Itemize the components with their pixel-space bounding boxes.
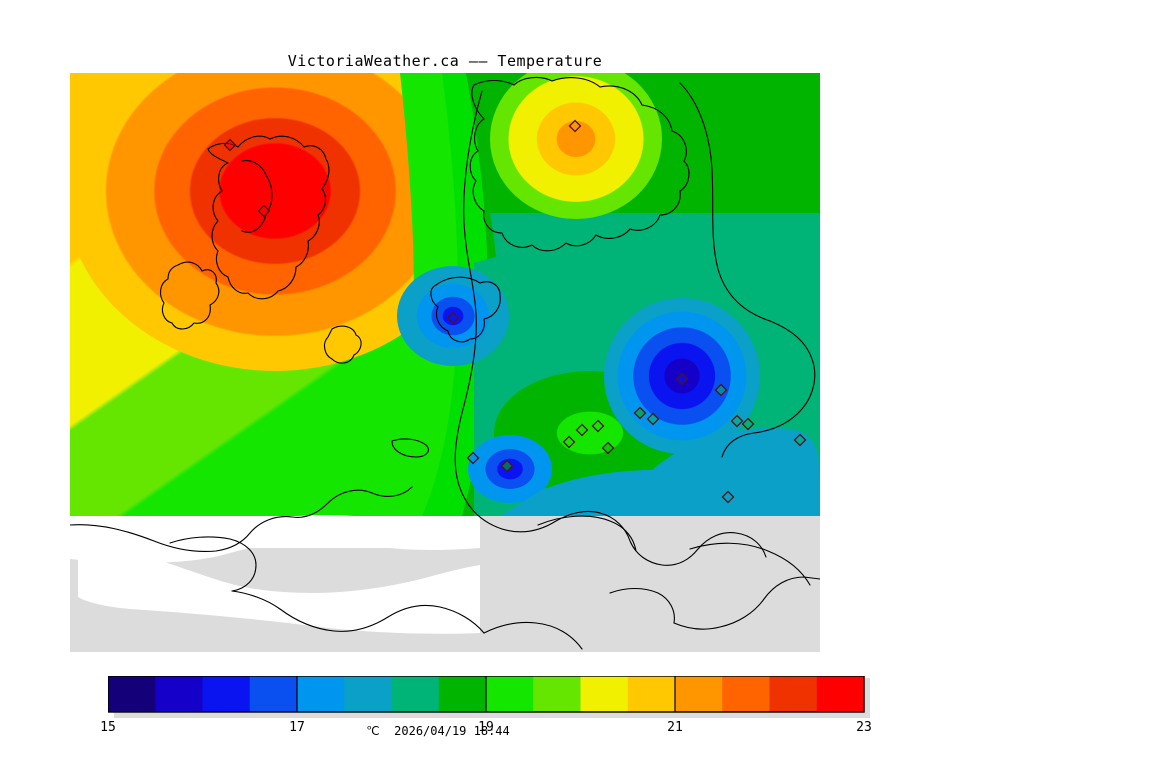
mainland-east-coast (679, 82, 816, 458)
tiny-island-coast (391, 438, 429, 458)
colorbar-band (627, 676, 676, 712)
colorbar-canvas (108, 676, 870, 718)
station-marker[interactable] (446, 311, 460, 325)
contour-nw-hot-core (70, 73, 485, 371)
colorbar-band (580, 676, 629, 712)
station-marker[interactable] (568, 119, 582, 133)
station-marker[interactable] (575, 423, 589, 437)
colorbar-band (297, 676, 345, 712)
colorbar-band (391, 676, 440, 712)
mainland-west-coast (454, 90, 503, 530)
inland-lake-coast (323, 325, 362, 364)
station-marker[interactable] (741, 417, 755, 431)
colorbar-tick-label: 17 (289, 720, 305, 735)
colorbar-tick-label: 19 (478, 720, 494, 735)
map-layers (70, 73, 820, 652)
colorbar-band (108, 676, 156, 712)
station-marker[interactable] (257, 204, 271, 218)
station-marker[interactable] (793, 433, 807, 447)
south-coast-lower (231, 590, 485, 634)
colorbar-band (675, 676, 723, 712)
south-white-land (70, 515, 480, 563)
south-coast-upper (70, 486, 413, 553)
colorbar-band (769, 676, 818, 712)
station-marker[interactable] (466, 451, 480, 465)
south-east-coast-2 (689, 542, 811, 586)
map-canvas (70, 73, 820, 652)
colorbar-tick-label: 21 (667, 720, 683, 735)
page-title: VictoriaWeather.ca —— Temperature (287, 52, 603, 70)
station-marker[interactable] (223, 138, 237, 152)
station-markers[interactable] (223, 119, 807, 504)
station-marker[interactable] (500, 459, 514, 473)
colorbar-band (155, 676, 204, 712)
south-island-coast (609, 587, 675, 624)
station-marker[interactable] (675, 372, 689, 386)
station-marker[interactable] (721, 490, 735, 504)
colorbar-caption: ℃ 2026/04/19 18:44 (366, 724, 510, 738)
nw-island-inner-coast (241, 160, 273, 233)
colorbar-band (202, 676, 251, 712)
colorbar-band (816, 676, 865, 712)
contour-north-warm-core (490, 73, 662, 219)
station-marker[interactable] (562, 435, 576, 449)
colorbar-band (533, 676, 582, 712)
colorbar-tick-label: 23 (856, 720, 872, 735)
station-marker[interactable] (633, 406, 647, 420)
station-marker[interactable] (646, 412, 660, 426)
colorbar-band (344, 676, 393, 712)
temperature-map (70, 73, 820, 652)
colorbar-band (438, 676, 487, 712)
contour-south-cool-water (500, 469, 820, 516)
inland-lake-2-coast (430, 276, 501, 343)
south-white-land-2 (78, 541, 480, 634)
colorbar-tick-label: 15 (100, 720, 116, 735)
south-inlet-coast (169, 536, 257, 592)
south-east-coast (673, 576, 820, 630)
south-coast-lower-2 (483, 621, 583, 650)
colorbar: ℃ 2026/04/19 18:44 15 17 19 21 23 (100, 676, 876, 740)
south-strait-coast (537, 515, 637, 552)
coastlines (70, 76, 820, 650)
colorbar-band (249, 676, 298, 712)
station-marker[interactable] (601, 441, 615, 455)
north-peninsula-coast (469, 76, 690, 252)
station-marker[interactable] (591, 419, 605, 433)
south-shore-coast (501, 510, 767, 566)
colorbar-band (486, 676, 534, 712)
station-marker[interactable] (714, 383, 728, 397)
station-marker[interactable] (730, 414, 744, 428)
colorbar-band (722, 676, 771, 712)
nw-island-coast (207, 135, 330, 300)
sw-island-coast (159, 261, 220, 330)
